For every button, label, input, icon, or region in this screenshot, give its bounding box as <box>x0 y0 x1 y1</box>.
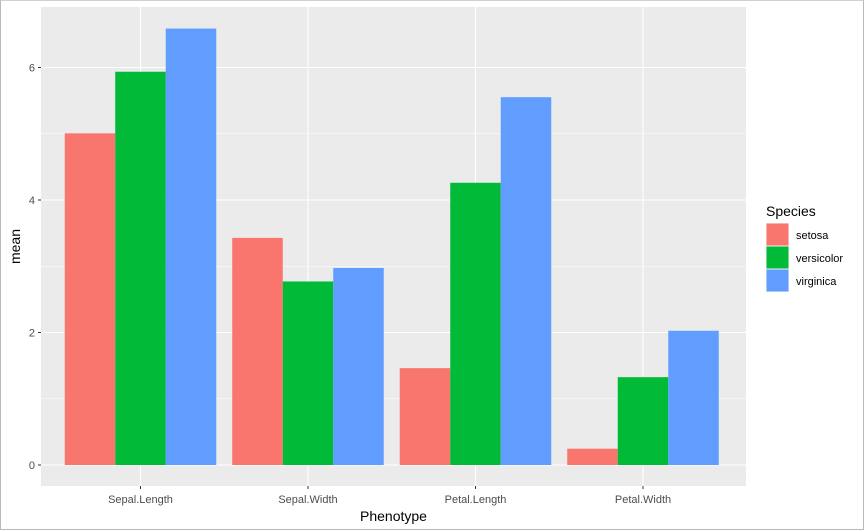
bar-virginica-Petal.Length <box>500 97 552 466</box>
y-tick-label: 2 <box>29 328 35 340</box>
legend-key-setosa <box>766 223 789 246</box>
bar-versicolor-Petal.Width <box>617 377 669 465</box>
y-axis-title: mean <box>7 229 23 264</box>
x-axis-title: Phenotype <box>360 508 427 524</box>
x-tick-label: Petal.Width <box>615 494 671 506</box>
bars <box>64 28 719 466</box>
bar-setosa-Sepal.Length <box>64 133 116 466</box>
legend-label-virginica: virginica <box>796 276 837 288</box>
bar-virginica-Sepal.Length <box>165 28 217 465</box>
bar-virginica-Petal.Width <box>668 330 719 465</box>
bar-versicolor-Sepal.Length <box>115 71 166 466</box>
legend-key-versicolor <box>766 246 789 269</box>
x-tick-label: Sepal.Width <box>278 494 337 506</box>
y-tick-label: 6 <box>29 63 35 75</box>
bar-setosa-Sepal.Width <box>232 237 283 465</box>
legend-key-virginica <box>766 269 789 292</box>
bar-setosa-Petal.Width <box>567 448 618 465</box>
bar-versicolor-Sepal.Width <box>282 281 334 465</box>
bar-setosa-Petal.Length <box>399 368 451 465</box>
x-tick-label: Sepal.Length <box>108 494 173 506</box>
legend-title: Species <box>766 203 816 219</box>
legend-label-versicolor: versicolor <box>796 253 843 265</box>
y-tick-label: 0 <box>29 460 35 472</box>
y-axis: 0 2 4 6 <box>29 63 41 472</box>
y-tick-label: 4 <box>29 195 35 207</box>
x-tick-label: Petal.Length <box>445 494 507 506</box>
bar-versicolor-Petal.Length <box>450 182 501 465</box>
legend: Species setosa versicolor virginica <box>766 203 843 292</box>
bar-virginica-Sepal.Width <box>333 267 384 465</box>
x-axis: Sepal.Length Sepal.Width Petal.Length Petal… <box>108 486 671 506</box>
legend-label-setosa: setosa <box>796 230 829 242</box>
